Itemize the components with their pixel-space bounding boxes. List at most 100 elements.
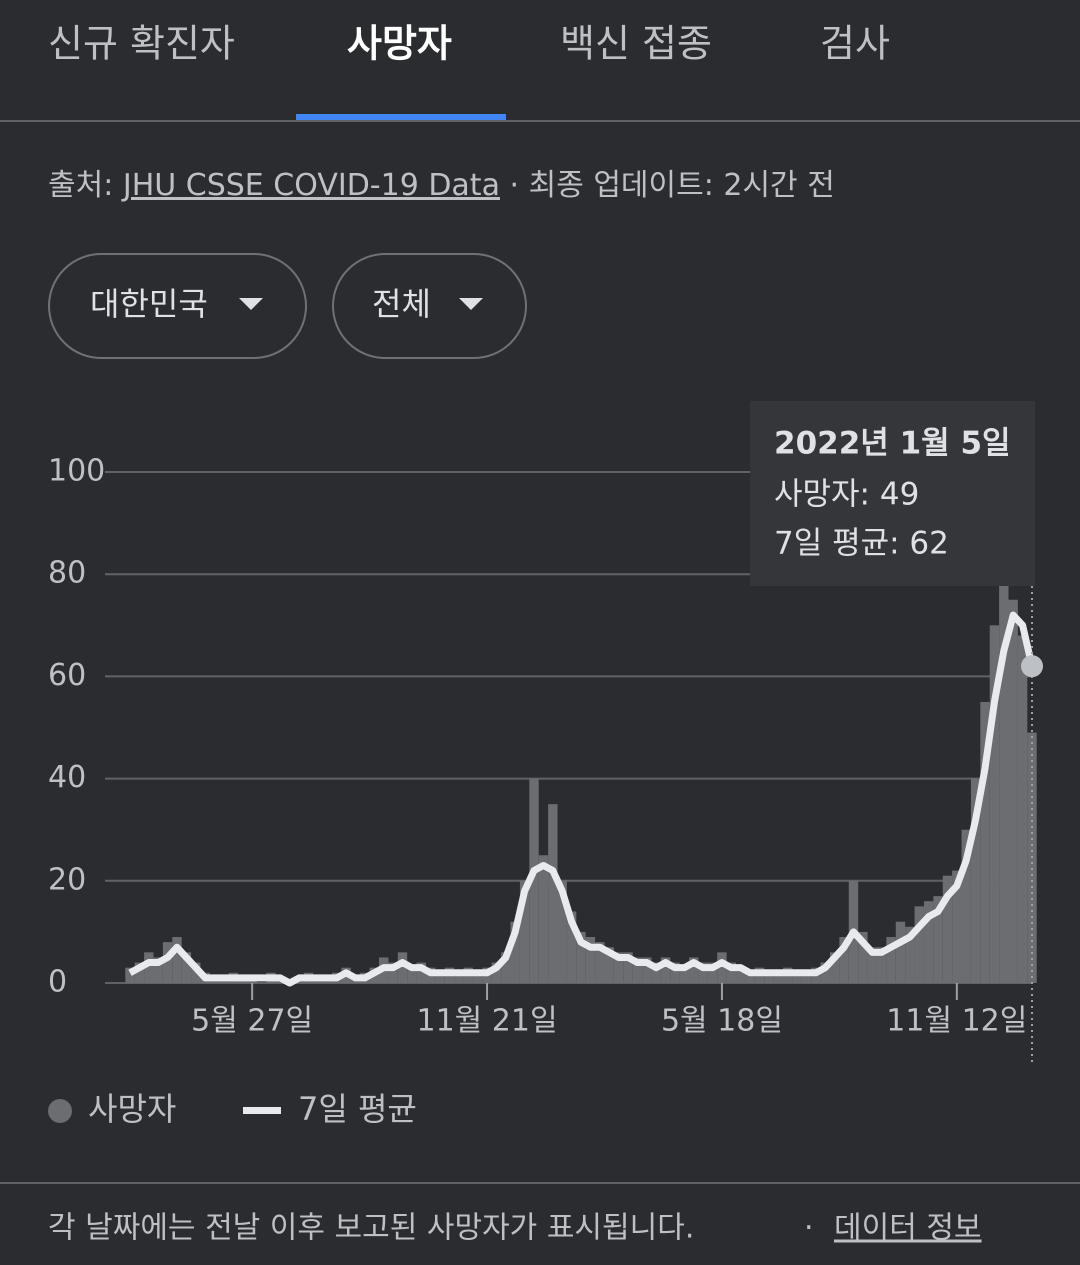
plot: 0 20 40 60 80 100 5월 27일 11월 21일 5월 18일 11월 12일 (48, 454, 1037, 1039)
bar (435, 972, 445, 983)
y-tick-label: 80 (48, 556, 86, 591)
bar (153, 957, 163, 983)
bar (181, 952, 192, 983)
tab[interactable]: 검사 (820, 22, 890, 66)
bar (989, 625, 1000, 983)
tooltip-line: 7일 평균: 62 (774, 526, 949, 562)
bar (792, 972, 802, 983)
bar (745, 972, 755, 983)
y-tick-label: 20 (48, 862, 86, 897)
x-tick-label: 11월 12일 (886, 1004, 1027, 1039)
bar (557, 880, 567, 983)
legend-swatch (243, 1107, 281, 1114)
bar (876, 947, 887, 983)
tooltip-title: 2022년 1월 5일 (774, 426, 1011, 462)
divider (0, 1182, 1080, 1184)
dropdown[interactable] (48, 253, 307, 359)
bar (454, 972, 464, 983)
average-line (128, 611, 1036, 987)
bar (613, 952, 624, 983)
bar (660, 957, 671, 983)
dropdown-label[interactable]: 전체 (372, 285, 431, 323)
bar (585, 937, 596, 983)
bar (801, 972, 812, 983)
bar (933, 896, 943, 983)
source-link[interactable]: JHU CSSE COVID-19 Data (121, 168, 500, 203)
bar (632, 957, 643, 983)
hover-point (1021, 655, 1043, 678)
bar (519, 880, 530, 983)
tab-active[interactable]: 사망자 (347, 22, 452, 66)
source-label: 출처: (48, 168, 113, 203)
x-tick-label: 5월 27일 (191, 1004, 313, 1039)
bar (726, 962, 737, 983)
x-tick-label: 5월 18일 (661, 1004, 783, 1039)
bar (942, 875, 953, 983)
dropdown[interactable] (332, 253, 527, 359)
bar (134, 962, 145, 983)
bar (970, 778, 981, 983)
bar (548, 804, 558, 983)
bar (472, 972, 483, 983)
bar (736, 967, 746, 983)
bar (538, 855, 549, 983)
bar (407, 967, 417, 983)
legend-swatch (48, 1099, 72, 1123)
bar (576, 931, 586, 983)
dropdown-arrow (239, 298, 263, 310)
bar (961, 829, 971, 983)
tab[interactable]: 백신 접종 (560, 22, 712, 66)
dropdown-arrow (459, 298, 483, 310)
bar (820, 962, 830, 983)
bar (717, 952, 727, 983)
bar (839, 937, 849, 983)
bar (491, 962, 502, 983)
bar (858, 931, 868, 983)
bar (501, 952, 511, 983)
bar (773, 972, 784, 983)
source-line: 출처: JHU CSSE COVID-19 Data · 최종 업데이트: 2시… (48, 168, 835, 203)
bar (595, 942, 605, 983)
bar (698, 962, 708, 983)
separator: · (804, 1211, 814, 1246)
bar (1008, 599, 1018, 983)
bar (905, 926, 915, 983)
tooltip (750, 401, 1035, 586)
bar (642, 957, 652, 983)
divider (0, 120, 1080, 122)
bar (125, 967, 135, 983)
bar (416, 962, 426, 983)
bar (867, 947, 877, 983)
footer-link[interactable]: 데이터 정보 (834, 1211, 982, 1246)
tab-indicator (296, 114, 506, 120)
update-time: · 최종 업데이트: 2시간 전 (510, 168, 835, 203)
bar (999, 574, 1009, 983)
bar (144, 952, 154, 983)
y-tick-label: 100 (48, 454, 105, 489)
bar (689, 957, 699, 983)
bar (397, 952, 408, 983)
y-tick-label: 0 (48, 965, 67, 1000)
bar (604, 947, 614, 983)
tooltip-line: 사망자: 49 (774, 477, 919, 513)
bar (529, 778, 539, 983)
legend-label: 7일 평균 (298, 1090, 417, 1128)
bar (162, 942, 173, 983)
bar (510, 921, 520, 983)
dropdown-label[interactable]: 대한민국 (90, 285, 208, 323)
bar (764, 972, 774, 983)
bar (707, 962, 718, 983)
bar (651, 962, 661, 983)
legend-label: 사망자 (88, 1090, 176, 1128)
bar (388, 962, 398, 983)
bar (623, 952, 633, 983)
bar (886, 937, 896, 983)
footer-note: 각 날짜에는 전날 이후 보고된 사망자가 표시됩니다. (48, 1211, 694, 1246)
bar (914, 906, 924, 983)
tab[interactable]: 신규 확진자 (48, 22, 235, 66)
bar (980, 701, 990, 983)
bar (566, 911, 577, 983)
